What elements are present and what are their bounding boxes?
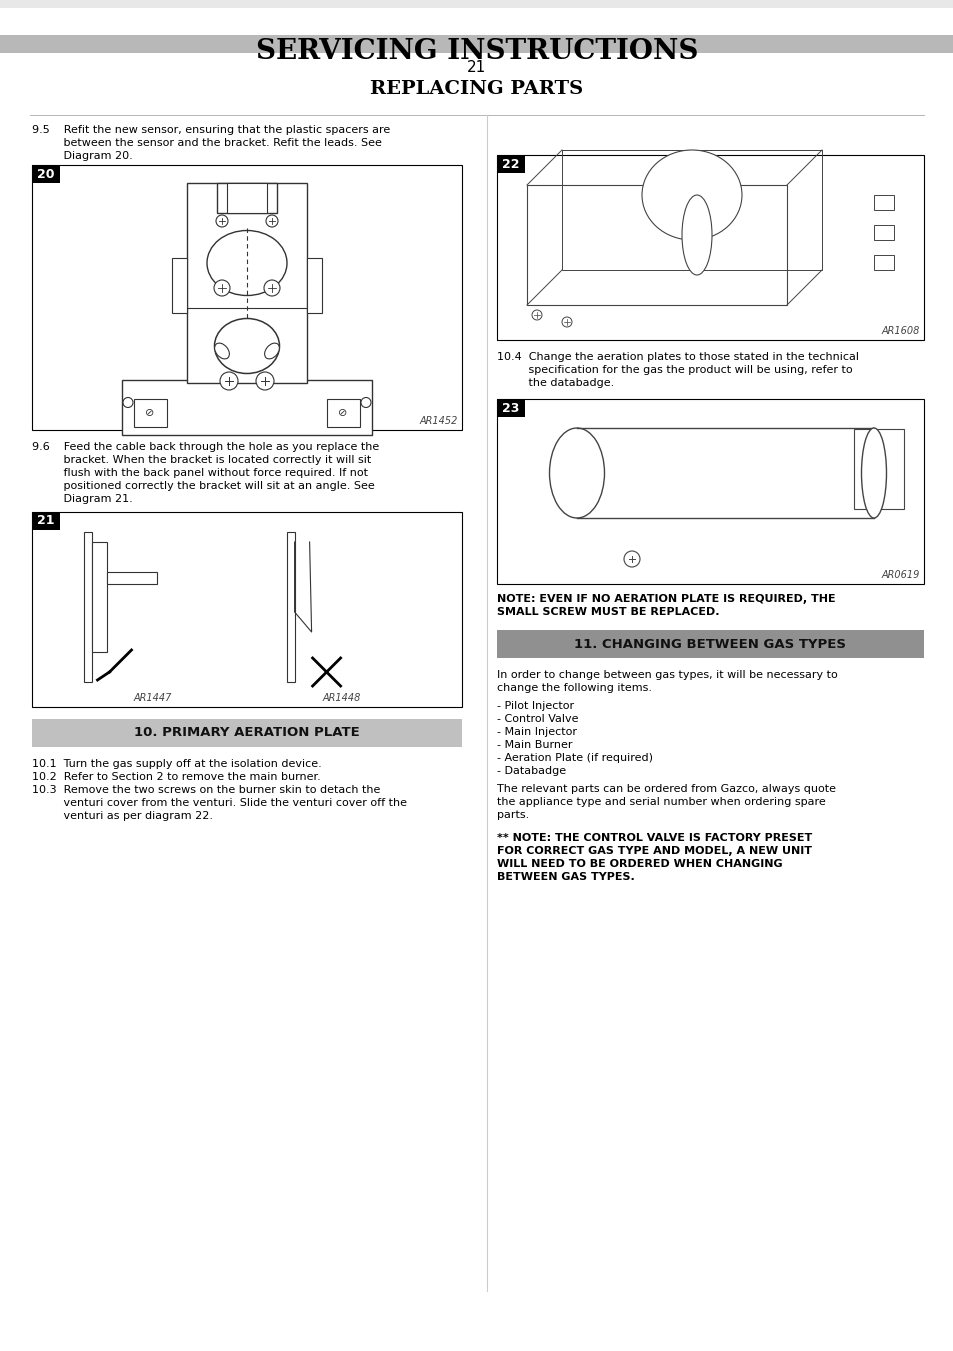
Bar: [0, 35, 953, 53]
Text: REPLACING PARTS: REPLACING PARTS: [370, 80, 583, 99]
Text: 21: 21: [467, 59, 486, 74]
Text: 23: 23: [502, 401, 519, 415]
Circle shape: [266, 215, 277, 227]
Text: AR0619: AR0619: [881, 570, 919, 580]
Bar: [108, 571, 157, 584]
Ellipse shape: [214, 343, 229, 359]
Text: 11. CHANGING BETWEEN GAS TYPES: 11. CHANGING BETWEEN GAS TYPES: [574, 638, 845, 650]
Bar: [85, 532, 92, 682]
Bar: [561, 150, 821, 270]
Ellipse shape: [641, 150, 741, 240]
Text: AR1608: AR1608: [881, 326, 919, 336]
Text: BETWEEN GAS TYPES.: BETWEEN GAS TYPES.: [497, 871, 634, 882]
Text: - Databadge: - Databadge: [497, 766, 565, 775]
Text: specification for the gas the product will be using, refer to: specification for the gas the product wi…: [497, 365, 852, 376]
Text: venturi cover from the venturi. Slide the venturi cover off the: venturi cover from the venturi. Slide th…: [32, 798, 407, 808]
Bar: [216, 182, 276, 213]
Circle shape: [561, 317, 572, 327]
Text: FOR CORRECT GAS TYPE AND MODEL, A NEW UNIT: FOR CORRECT GAS TYPE AND MODEL, A NEW UN…: [497, 846, 811, 857]
Circle shape: [360, 397, 371, 408]
Ellipse shape: [264, 343, 279, 359]
Text: venturi as per diagram 22.: venturi as per diagram 22.: [32, 811, 213, 821]
Text: WILL NEED TO BE ORDERED WHEN CHANGING: WILL NEED TO BE ORDERED WHEN CHANGING: [497, 859, 781, 869]
Text: between the sensor and the bracket. Refit the leads. See: between the sensor and the bracket. Refi…: [32, 138, 381, 149]
Text: Diagram 21.: Diagram 21.: [32, 494, 132, 504]
Text: 10. PRIMARY AERATION PLATE: 10. PRIMARY AERATION PLATE: [134, 727, 359, 739]
Ellipse shape: [214, 319, 279, 373]
Text: positioned correctly the bracket will sit at an angle. See: positioned correctly the bracket will si…: [32, 481, 375, 490]
Bar: [497, 155, 923, 340]
Circle shape: [123, 397, 132, 408]
Circle shape: [213, 280, 230, 296]
Bar: [32, 512, 60, 530]
Bar: [873, 226, 893, 240]
Text: 9.5    Refit the new sensor, ensuring that the plastic spacers are: 9.5 Refit the new sensor, ensuring that …: [32, 126, 390, 135]
Ellipse shape: [681, 195, 711, 276]
Bar: [497, 155, 524, 173]
Text: 10.4  Change the aeration plates to those stated in the technical: 10.4 Change the aeration plates to those…: [497, 353, 858, 362]
Bar: [286, 532, 294, 682]
Bar: [32, 512, 461, 707]
Text: The relevant parts can be ordered from Gazco, always quote: The relevant parts can be ordered from G…: [497, 784, 835, 794]
Text: ⊘: ⊘: [338, 408, 347, 417]
Bar: [497, 630, 923, 658]
Text: In order to change between gas types, it will be necessary to: In order to change between gas types, it…: [497, 670, 837, 680]
Text: 10.3  Remove the two screws on the burner skin to detach the: 10.3 Remove the two screws on the burner…: [32, 785, 380, 794]
Text: 21: 21: [37, 515, 54, 527]
Bar: [172, 258, 187, 313]
Bar: [307, 258, 322, 313]
Bar: [853, 430, 903, 509]
Bar: [526, 185, 786, 305]
Bar: [187, 182, 307, 382]
Bar: [497, 399, 923, 584]
Bar: [497, 399, 524, 417]
Text: - Main Injector: - Main Injector: [497, 727, 577, 738]
Text: the appliance type and serial number when ordering spare: the appliance type and serial number whe…: [497, 797, 825, 807]
Bar: [0, 0, 953, 8]
Text: NOTE: EVEN IF NO AERATION PLATE IS REQUIRED, THE: NOTE: EVEN IF NO AERATION PLATE IS REQUI…: [497, 594, 835, 604]
Text: flush with the back panel without force required. If not: flush with the back panel without force …: [32, 467, 368, 478]
Text: 22: 22: [501, 158, 519, 170]
Circle shape: [264, 280, 280, 296]
Bar: [32, 719, 461, 747]
Bar: [873, 195, 893, 209]
Text: - Pilot Injector: - Pilot Injector: [497, 701, 574, 711]
Text: change the following items.: change the following items.: [497, 684, 651, 693]
Bar: [227, 182, 267, 213]
Text: parts.: parts.: [497, 811, 529, 820]
Ellipse shape: [861, 428, 885, 517]
Text: SERVICING INSTRUCTIONS: SERVICING INSTRUCTIONS: [255, 38, 698, 65]
Circle shape: [623, 551, 639, 567]
Circle shape: [215, 215, 228, 227]
Text: AR1447: AR1447: [133, 693, 172, 703]
Bar: [92, 542, 108, 653]
Text: - Main Burner: - Main Burner: [497, 740, 572, 750]
Circle shape: [220, 372, 237, 390]
Text: 20: 20: [37, 168, 54, 181]
Ellipse shape: [207, 231, 287, 296]
Text: Diagram 20.: Diagram 20.: [32, 151, 132, 161]
Bar: [133, 399, 167, 427]
Bar: [32, 165, 60, 182]
Text: - Control Valve: - Control Valve: [497, 713, 578, 724]
Circle shape: [255, 372, 274, 390]
Text: AR1448: AR1448: [322, 693, 360, 703]
Ellipse shape: [549, 428, 604, 517]
Bar: [327, 399, 359, 427]
Text: 10.2  Refer to Section 2 to remove the main burner.: 10.2 Refer to Section 2 to remove the ma…: [32, 771, 320, 782]
Text: 10.1  Turn the gas supply off at the isolation device.: 10.1 Turn the gas supply off at the isol…: [32, 759, 321, 769]
Text: the databadge.: the databadge.: [497, 378, 614, 388]
Circle shape: [532, 309, 541, 320]
Bar: [32, 165, 461, 430]
Text: SMALL SCREW MUST BE REPLACED.: SMALL SCREW MUST BE REPLACED.: [497, 607, 719, 617]
Text: ** NOTE: THE CONTROL VALVE IS FACTORY PRESET: ** NOTE: THE CONTROL VALVE IS FACTORY PR…: [497, 834, 811, 843]
Bar: [122, 380, 372, 435]
Text: 9.6    Feed the cable back through the hole as you replace the: 9.6 Feed the cable back through the hole…: [32, 442, 379, 453]
Text: AR1452: AR1452: [419, 416, 457, 426]
Bar: [873, 255, 893, 270]
Text: - Aeration Plate (if required): - Aeration Plate (if required): [497, 753, 652, 763]
Text: bracket. When the bracket is located correctly it will sit: bracket. When the bracket is located cor…: [32, 455, 371, 465]
Text: ⊘: ⊘: [145, 408, 154, 417]
